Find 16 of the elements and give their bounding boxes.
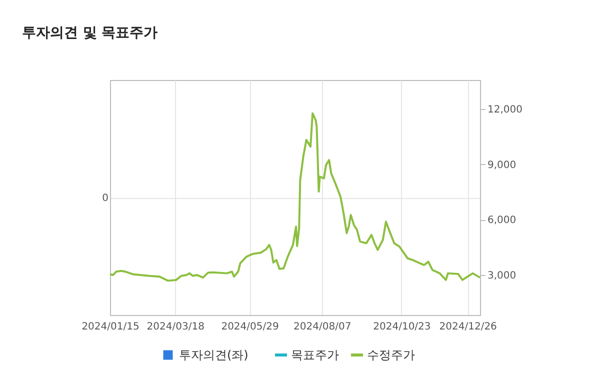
legend-label: 목표주가 [291, 348, 339, 362]
x-tick-label: 2024/03/18 [146, 322, 204, 332]
x-tick-label: 2024/01/15 [82, 322, 140, 332]
y2-tick-label: 3,000 [488, 270, 516, 282]
text: 0 [102, 193, 108, 204]
y2-tick-label: 9,000 [488, 160, 516, 171]
x-tick-label: 2024/12/26 [439, 322, 497, 332]
chart-title: 투자의견 및 목표주가 [22, 25, 158, 41]
y2-tick-label: 6,000 [488, 215, 516, 226]
line-series [109, 112, 481, 282]
y2-tick-label: 12,000 [488, 104, 522, 116]
legend-label: 투자의견(좌) [179, 348, 248, 362]
x-tick-label: 2024/10/23 [373, 322, 431, 332]
x-tick-label: 2024/08/07 [294, 322, 352, 332]
x-tick-label: 2024/05/29 [221, 322, 279, 332]
legend-label: 수정주가 [367, 348, 415, 362]
